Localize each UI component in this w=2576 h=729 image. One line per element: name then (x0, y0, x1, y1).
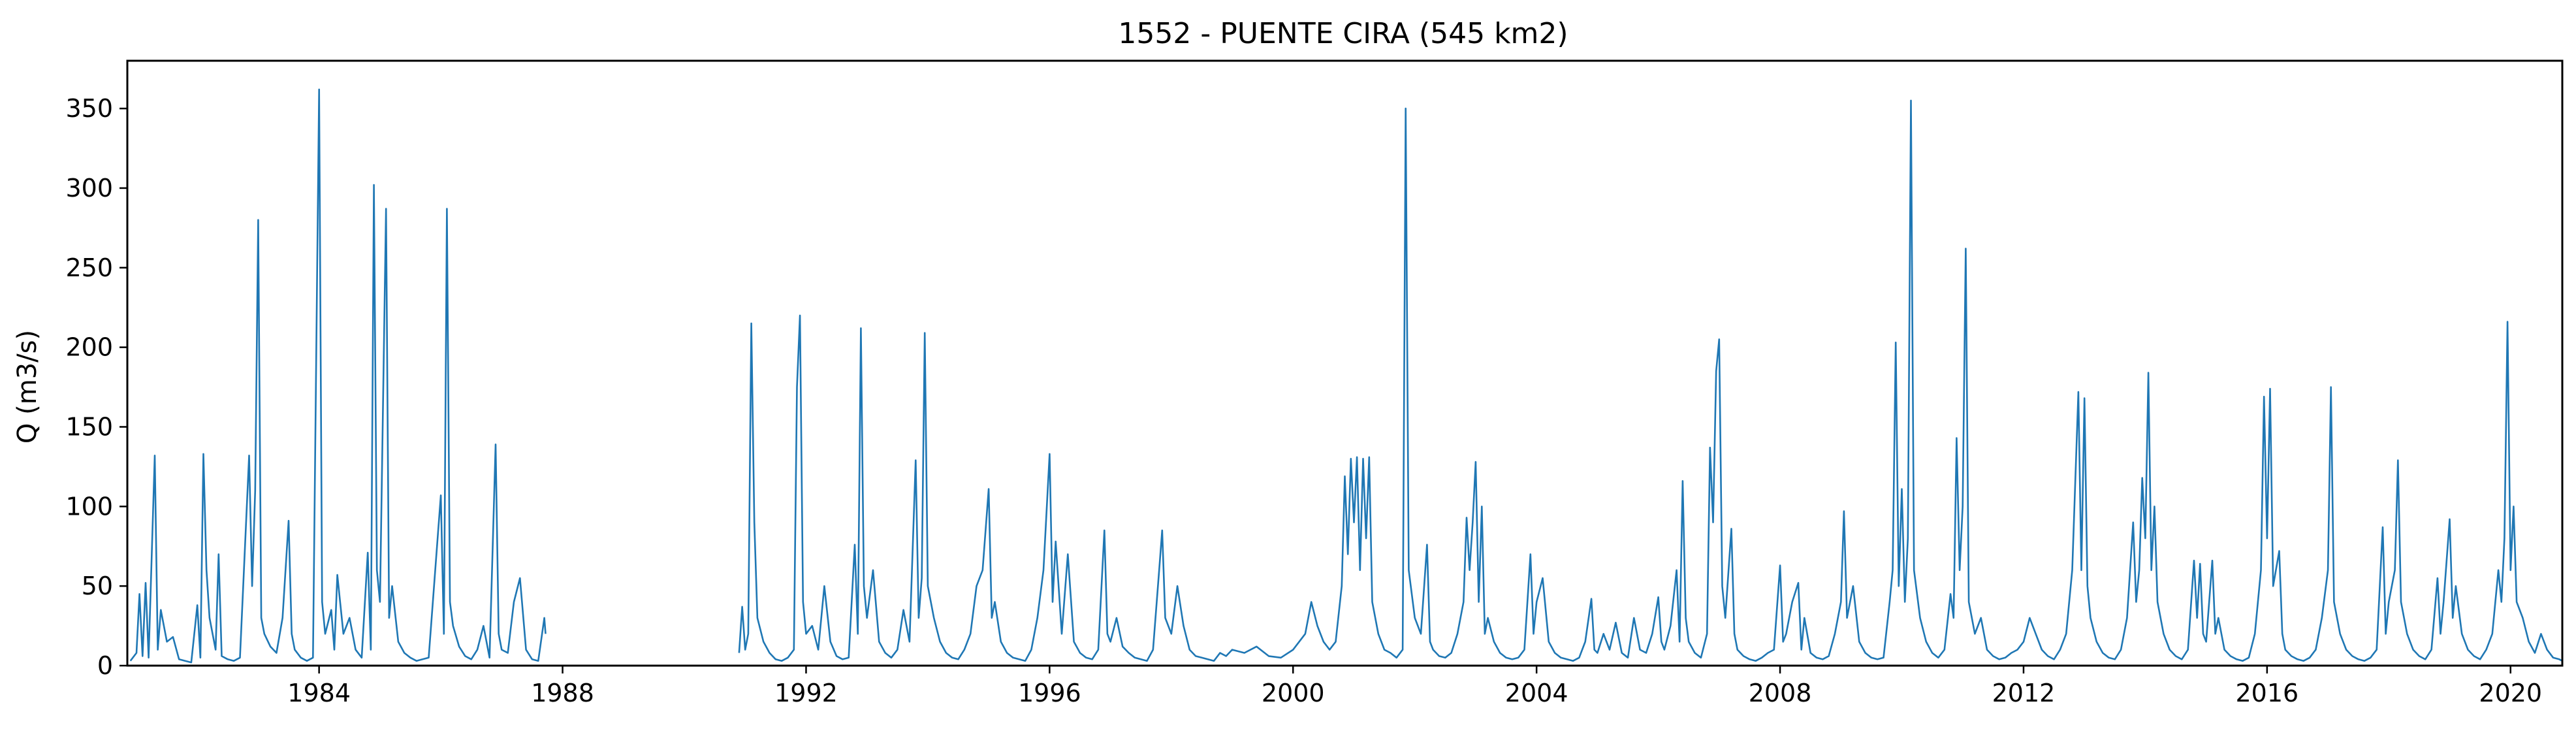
x-tick-label: 1988 (531, 679, 594, 707)
y-axis-label: Q (m3/s) (12, 330, 42, 444)
x-tick-label: 1992 (774, 679, 838, 707)
chart-title: 1552 - PUENTE CIRA (545 km2) (1118, 17, 1568, 50)
x-tick-label: 2020 (2479, 679, 2542, 707)
y-tick-label: 0 (97, 651, 113, 680)
x-tick-label: 1996 (1018, 679, 1081, 707)
y-tick-label: 50 (82, 572, 113, 600)
x-tick-label: 2008 (1749, 679, 1812, 707)
y-tick-label: 250 (65, 253, 113, 282)
x-tick-label: 2012 (1992, 679, 2056, 707)
plot-frame (126, 59, 2564, 667)
y-axis-ticks: 0 50 100 150 200 250 300 350 (65, 94, 127, 680)
x-tick-label: 2016 (2235, 679, 2298, 707)
series-line-segment-2 (738, 99, 2563, 662)
series-layer (129, 88, 2563, 664)
series-line-segment-1 (129, 88, 547, 664)
x-tick-label: 2004 (1505, 679, 1568, 707)
x-tick-label: 2000 (1262, 679, 1325, 707)
y-tick-label: 350 (65, 94, 113, 123)
x-tick-label: 1984 (287, 679, 351, 707)
y-tick-label: 200 (65, 333, 113, 362)
y-tick-label: 300 (65, 174, 113, 202)
y-tick-label: 100 (65, 492, 113, 521)
y-tick-label: 150 (65, 412, 113, 441)
x-axis-ticks: 1984 1988 1992 1996 2000 2004 2008 2012 2016 2020 (287, 666, 2542, 707)
